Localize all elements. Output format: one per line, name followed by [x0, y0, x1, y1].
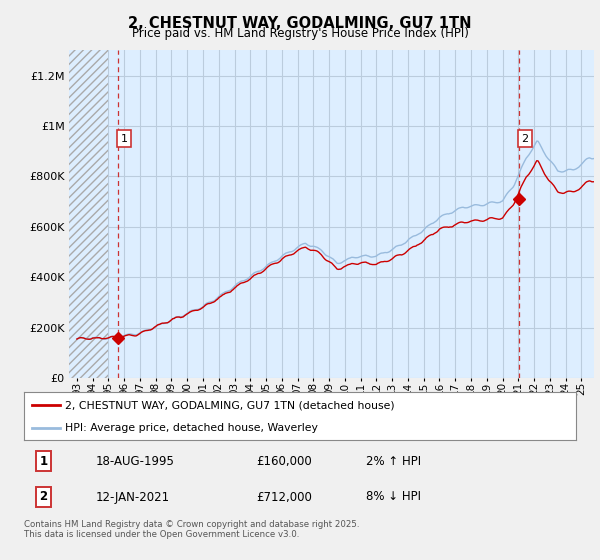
Text: 1: 1	[121, 134, 128, 143]
Text: Price paid vs. HM Land Registry's House Price Index (HPI): Price paid vs. HM Land Registry's House …	[131, 27, 469, 40]
Text: 2, CHESTNUT WAY, GODALMING, GU7 1TN (detached house): 2, CHESTNUT WAY, GODALMING, GU7 1TN (det…	[65, 400, 395, 410]
Text: £160,000: £160,000	[256, 455, 311, 468]
Text: HPI: Average price, detached house, Waverley: HPI: Average price, detached house, Wave…	[65, 423, 318, 433]
Text: 8% ↓ HPI: 8% ↓ HPI	[366, 491, 421, 503]
Text: Contains HM Land Registry data © Crown copyright and database right 2025.
This d: Contains HM Land Registry data © Crown c…	[24, 520, 359, 539]
Text: 2: 2	[39, 491, 47, 503]
Text: 18-AUG-1995: 18-AUG-1995	[96, 455, 175, 468]
Text: 12-JAN-2021: 12-JAN-2021	[96, 491, 170, 503]
Text: 2: 2	[521, 134, 529, 143]
Bar	[69, 50, 109, 378]
Text: £712,000: £712,000	[256, 491, 312, 503]
Text: 1: 1	[39, 455, 47, 468]
Text: 2% ↑ HPI: 2% ↑ HPI	[366, 455, 421, 468]
Text: 2, CHESTNUT WAY, GODALMING, GU7 1TN: 2, CHESTNUT WAY, GODALMING, GU7 1TN	[128, 16, 472, 31]
